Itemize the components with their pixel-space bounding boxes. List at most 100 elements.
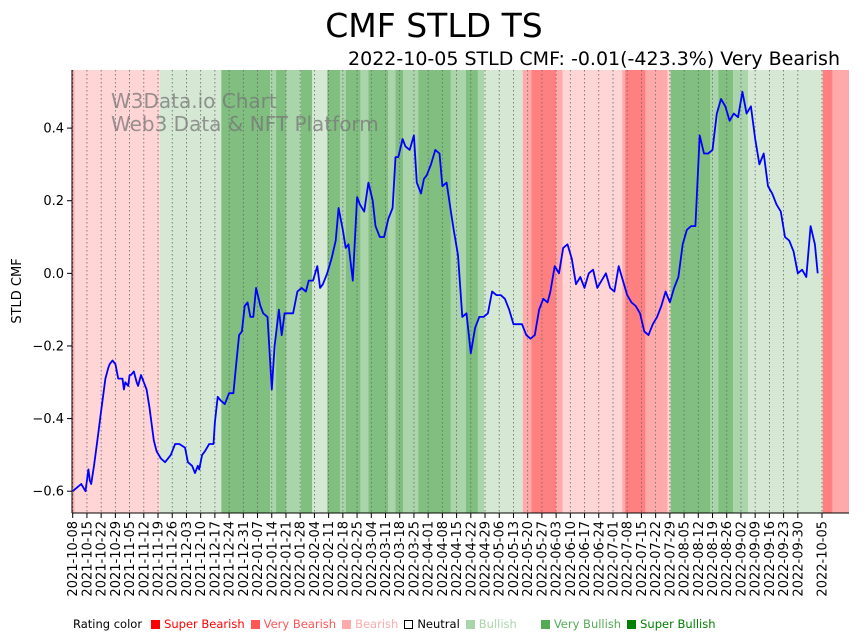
legend-swatch [627, 619, 637, 629]
x-tick-label: 2022-08-19 [706, 521, 721, 597]
legend-item: Super Bullish [627, 617, 716, 631]
rating-band [670, 70, 711, 513]
rating-band [465, 70, 478, 513]
y-tick-label: −0.6 [32, 485, 64, 500]
x-tick-label: 2021-11-19 [152, 521, 167, 597]
chart-title: CMF STLD TS [325, 6, 542, 45]
rating-band [418, 70, 451, 513]
x-tick-label: 2022-06-10 [564, 521, 579, 597]
y-tick-label: −0.4 [32, 412, 64, 427]
rating-band [622, 70, 626, 513]
x-tick-label: 2022-09-02 [734, 521, 749, 597]
legend-label: Bearish [355, 617, 399, 631]
x-tick-label: 2022-01-28 [294, 521, 309, 597]
x-tick-label: 2022-01-21 [279, 521, 294, 597]
rating-band [522, 70, 532, 513]
x-tick-label: 2022-01-14 [265, 521, 280, 597]
x-tick-label: 2022-03-18 [393, 521, 408, 597]
y-tick-label: 0.2 [43, 194, 64, 209]
legend-item: Very Bearish [250, 617, 336, 631]
watermark-line-2: Web3 Data & NFT Platform [111, 112, 379, 136]
rating-band [403, 70, 419, 513]
y-axis-label: STLD CMF [10, 258, 25, 323]
rating-band [645, 70, 668, 513]
x-tick-label: 2021-10-15 [80, 521, 95, 597]
x-tick-label: 2022-04-22 [464, 521, 479, 597]
x-tick-label: 2022-04-29 [479, 521, 494, 597]
chart-subtitle: 2022-10-05 STLD CMF: -0.01(-423.3%) Very… [348, 48, 840, 70]
legend-label: Super Bearish [164, 617, 245, 631]
rating-band [562, 70, 623, 513]
rating-legend: Rating color Super Bearish Very Bearish Be… [73, 617, 722, 631]
y-tick-label: 0.4 [43, 122, 64, 137]
x-tick-label: 2022-10-05 [815, 521, 830, 597]
rating-band [345, 70, 361, 513]
rating-band [822, 70, 833, 513]
x-tick-label: 2021-12-10 [194, 521, 209, 597]
rating-bands [72, 70, 849, 513]
legend-swatch [151, 619, 161, 629]
x-tick-label: 2022-07-01 [606, 521, 621, 597]
rating-band [368, 70, 389, 513]
x-tick-label: 2022-06-17 [578, 521, 593, 597]
x-tick-label: 2022-07-15 [635, 521, 650, 597]
rating-band [625, 70, 646, 513]
x-tick-label: 2022-08-05 [678, 521, 693, 597]
legend-swatch [342, 619, 352, 629]
rating-band [531, 70, 557, 513]
watermark-line-1: W3Data.io Chart [111, 89, 277, 113]
x-tick-label: 2022-06-03 [550, 521, 565, 597]
rating-band [159, 70, 222, 513]
x-tick-label: 2022-04-15 [450, 521, 465, 597]
rating-band [556, 70, 563, 513]
rating-band [221, 70, 271, 513]
x-tick-label: 2021-12-31 [237, 521, 252, 597]
x-tick-label: 2022-02-18 [336, 521, 351, 597]
x-tick-label: 2021-10-29 [109, 521, 124, 597]
x-tick-label: 2022-05-06 [493, 521, 508, 597]
x-tick-label: 2022-08-26 [720, 521, 735, 597]
x-tick-label: 2022-03-11 [379, 521, 394, 597]
rating-band [667, 70, 671, 513]
vertical-grid [72, 70, 823, 513]
series-line-cmf [72, 90, 819, 493]
watermark: W3Data.io Chart Web3 Data & NFT Platform [111, 89, 379, 136]
x-tick-label: 2022-07-08 [621, 521, 636, 597]
x-tick-label: 2021-11-26 [166, 521, 181, 597]
legend-item: Super Bearish [151, 617, 245, 631]
legend-item: Bearish [342, 617, 398, 631]
rating-band [312, 70, 328, 513]
rating-band [477, 70, 485, 513]
x-tick-label: 2021-11-05 [123, 521, 138, 597]
x-tick-label: 2022-02-04 [308, 521, 323, 597]
x-tick-label: 2022-09-23 [777, 521, 792, 597]
legend-label: Neutral [417, 617, 460, 631]
x-tick-label: 2022-03-25 [407, 521, 422, 597]
x-tick-label: 2021-12-24 [223, 521, 238, 597]
legend-swatch [465, 619, 475, 629]
rating-band [360, 70, 369, 513]
rating-band [710, 70, 719, 513]
y-tick-label: −0.2 [32, 339, 64, 354]
x-tick-label: 2022-02-11 [322, 521, 337, 597]
rating-band [450, 70, 466, 513]
rating-band [74, 70, 160, 513]
rating-band [270, 70, 277, 513]
x-tick-label: 2022-07-29 [663, 521, 678, 597]
x-tick-label: 2022-02-25 [351, 521, 366, 597]
y-tick-label: 0.0 [43, 267, 64, 282]
x-tick-label: 2022-06-24 [592, 521, 607, 597]
rating-band [285, 70, 301, 513]
x-tick-label: 2021-10-22 [95, 521, 110, 597]
x-tick-label: 2022-09-16 [763, 521, 778, 597]
legend-title: Rating color [73, 617, 143, 631]
rating-band [484, 70, 523, 513]
x-tick-label: 2021-11-12 [137, 521, 152, 597]
rating-band [718, 70, 734, 513]
x-tick-label: 2022-08-12 [692, 521, 707, 597]
rating-band [832, 70, 849, 513]
x-tick-label: 2022-05-27 [535, 521, 550, 597]
legend-item: Very Bullish [540, 617, 621, 631]
x-tick-label: 2022-01-07 [251, 521, 266, 597]
x-tick-label: 2022-03-04 [365, 521, 380, 597]
